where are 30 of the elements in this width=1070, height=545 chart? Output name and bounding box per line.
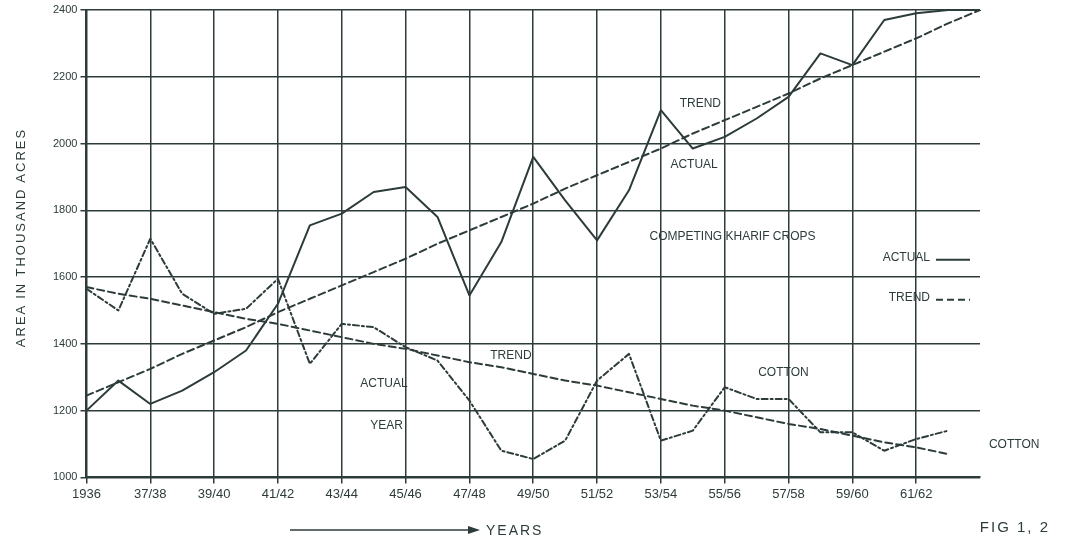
y-axis-title: AREA IN THOUSAND ACRES [12,126,28,350]
y-tick-label: 1600 [52,270,78,283]
annotation: YEAR [370,418,404,433]
x-tick-label: 43/44 [325,485,359,501]
x-tick-label: 61/62 [899,485,933,501]
x-tick-label: 39/40 [197,485,231,501]
y-tick-label: 1200 [52,403,78,416]
y-tick-label: 1800 [52,203,78,216]
x-tick-label: 51/52 [580,485,614,501]
x-tick-label: 55/56 [708,485,741,501]
annotation: TREND [679,95,722,110]
text: COTTON [988,436,1040,451]
x-tick-label: 41/42 [261,485,295,501]
x-axis-title: YEARS [486,522,544,538]
y-tick-label: 2200 [52,69,78,82]
y-tick-label: 2000 [52,136,78,149]
y-tick-label: 1400 [52,336,78,349]
y-tick-label: 1000 [52,470,78,483]
x-tick-label: 49/50 [516,485,550,501]
x-tick-label: 37/38 [134,485,167,501]
x-tick-label: 59/60 [836,485,869,501]
x-tick-label: 45/46 [389,485,422,501]
y-tick-label: 2400 [52,3,78,16]
x-tick-label: 53/54 [644,485,678,501]
x-tick-label: 47/48 [453,485,486,501]
caption: FIG 1, 2 [979,518,1050,535]
x-tick-label: 57/58 [772,485,805,501]
annotation: TREND [490,348,532,363]
annotation: ACTUAL [670,156,719,171]
x-tick-label: 1936 [72,485,101,501]
